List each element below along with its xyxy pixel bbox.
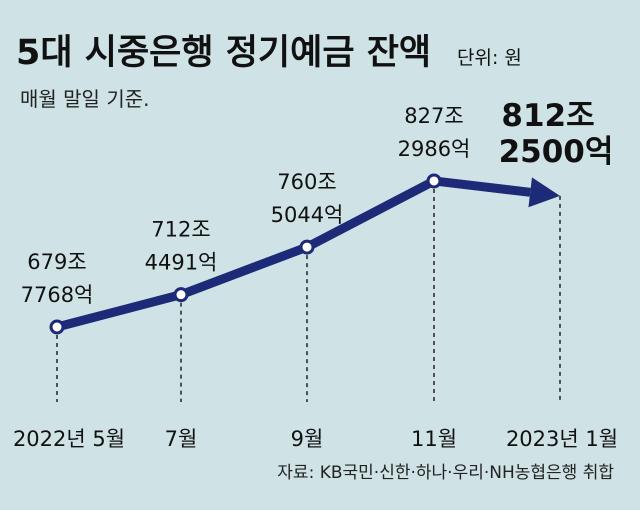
data-label: 827조 [404, 104, 463, 128]
x-tick-label: 9월 [291, 427, 324, 451]
source-note: 자료: KB국민·신한·하나·우리·NH농협은행 취합 [277, 463, 614, 483]
chart-title: 5대 시중은행 정기예금 잔액 [16, 33, 431, 73]
chart-subtitle: 매월 말일 기준. [20, 87, 149, 111]
data-point [426, 173, 442, 189]
x-tick-label: 11월 [411, 427, 457, 451]
data-label: 712조 [151, 218, 210, 242]
x-tick-label: 2023년 1월 [506, 427, 618, 451]
data-label: 7768억 [21, 283, 94, 307]
unit-label: 단위: 원 [457, 47, 522, 69]
x-tick-label: 7월 [165, 427, 198, 451]
data-point [173, 287, 189, 303]
data-point [49, 319, 65, 335]
data-label: 679조 [27, 250, 86, 274]
data-label: 812조 [501, 98, 594, 134]
x-tick-label: 2022년 5월 [13, 427, 125, 451]
data-label: 2986억 [398, 137, 471, 161]
data-label: 760조 [277, 170, 336, 194]
data-label: 4491억 [145, 251, 218, 275]
data-label: 2500억 [499, 134, 614, 170]
data-point [299, 239, 315, 255]
arrow-head [528, 177, 560, 208]
data-label: 5044억 [271, 203, 344, 227]
